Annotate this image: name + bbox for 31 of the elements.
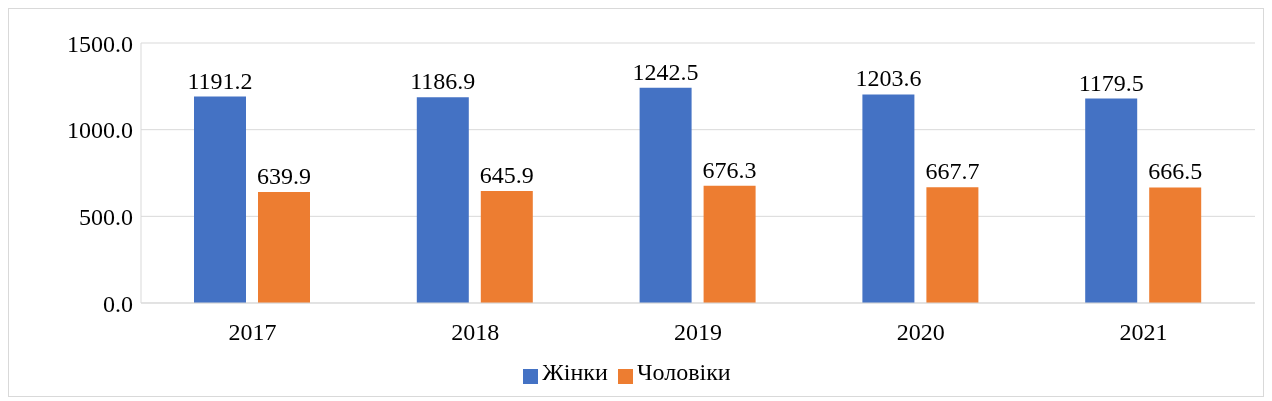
x-tick-label: 2019 [674, 319, 722, 346]
x-tick-label: 2020 [896, 319, 945, 346]
bar [703, 185, 756, 303]
bar [480, 191, 533, 303]
data-label: 667.7 [925, 158, 980, 185]
data-label: 639.9 [257, 163, 311, 190]
data-label: 1203.6 [855, 65, 922, 92]
data-label: 645.9 [479, 162, 534, 189]
bar [639, 87, 692, 303]
data-label: 1191.2 [187, 67, 253, 94]
legend-label: Жінки [542, 359, 608, 385]
bar [1149, 187, 1202, 303]
y-tick-label: 500.0 [79, 203, 133, 230]
data-label: 1179.5 [1078, 69, 1144, 96]
x-tick-label: 2021 [1119, 319, 1168, 346]
y-tick-label: 0.0 [103, 290, 133, 317]
bar [862, 94, 915, 303]
x-tick-label: 2018 [451, 319, 500, 346]
y-tick-label: 1000.0 [67, 117, 133, 144]
data-label: 1186.9 [410, 68, 476, 95]
bar [258, 192, 310, 303]
bar [926, 187, 979, 303]
legend-label: Чоловіки [636, 359, 731, 385]
data-label: 676.3 [702, 156, 757, 183]
y-tick-label: 1500.0 [67, 30, 133, 57]
data-label: 666.5 [1148, 158, 1203, 185]
x-tick-label: 2017 [228, 319, 277, 346]
data-label: 1242.5 [632, 58, 699, 85]
bar [194, 96, 246, 303]
bar [416, 97, 469, 303]
bar [1085, 98, 1138, 303]
